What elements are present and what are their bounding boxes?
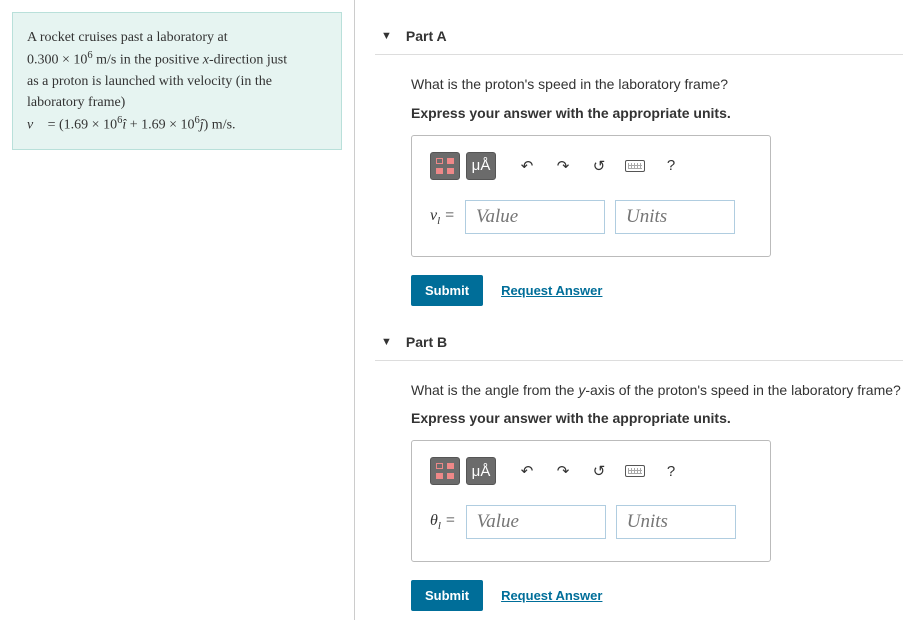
problem-column: A rocket cruises past a laboratory at 0.… — [0, 0, 355, 620]
part-a-title: Part A — [406, 28, 447, 44]
part-a-input-row: vl = — [430, 200, 752, 234]
problem-statement: A rocket cruises past a laboratory at 0.… — [12, 12, 342, 150]
part-a-value-input[interactable] — [465, 200, 605, 234]
part-a-submit-button[interactable]: Submit — [411, 275, 483, 306]
keyboard-icon[interactable] — [620, 457, 650, 485]
help-icon[interactable]: ? — [656, 152, 686, 180]
units-symbol-button[interactable]: μÅ — [466, 152, 496, 180]
part-b-submit-button[interactable]: Submit — [411, 580, 483, 611]
part-a-var-label: vl = — [430, 207, 455, 227]
part-b-units-input[interactable] — [616, 505, 736, 539]
reset-icon[interactable]: ↺ — [584, 152, 614, 180]
keyboard-icon[interactable] — [620, 152, 650, 180]
part-a-units-input[interactable] — [615, 200, 735, 234]
chevron-down-icon: ▼ — [381, 336, 392, 348]
part-b-var-label: θl = — [430, 512, 456, 532]
reset-icon[interactable]: ↺ — [584, 457, 614, 485]
part-b-body: What is the angle from the y-axis of the… — [375, 361, 903, 612]
chevron-down-icon: ▼ — [381, 30, 392, 42]
part-a-prompt: What is the proton's speed in the labora… — [411, 75, 903, 95]
answer-column: ▼ Part A What is the proton's speed in t… — [355, 0, 923, 620]
redo-icon[interactable]: ↷ — [548, 152, 578, 180]
part-a-hint: Express your answer with the appropriate… — [411, 105, 903, 121]
problem-equation: v⃗ = (1.69 × 106î + 1.69 × 106ĵ) m/s. — [27, 113, 327, 136]
problem-line1: A rocket cruises past a laboratory at — [27, 27, 327, 48]
units-symbol-button[interactable]: μÅ — [466, 457, 496, 485]
redo-icon[interactable]: ↷ — [548, 457, 578, 485]
part-b-value-input[interactable] — [466, 505, 606, 539]
help-icon[interactable]: ? — [656, 457, 686, 485]
part-b-hint: Express your answer with the appropriate… — [411, 410, 903, 426]
part-a-toolbar: μÅ ↶ ↷ ↺ ? — [430, 152, 752, 180]
part-b-toolbar: μÅ ↶ ↷ ↺ ? — [430, 457, 752, 485]
part-b-input-row: θl = — [430, 505, 752, 539]
part-b-request-answer-link[interactable]: Request Answer — [501, 588, 602, 603]
template-icon[interactable] — [430, 457, 460, 485]
problem-line3: as a proton is launched with velocity (i… — [27, 71, 327, 92]
part-b-prompt: What is the angle from the y-axis of the… — [411, 381, 903, 401]
part-a-request-answer-link[interactable]: Request Answer — [501, 283, 602, 298]
undo-icon[interactable]: ↶ — [512, 152, 542, 180]
part-b-header[interactable]: ▼ Part B — [375, 316, 903, 361]
part-b-submit-row: Submit Request Answer — [411, 580, 903, 611]
undo-icon[interactable]: ↶ — [512, 457, 542, 485]
part-a-body: What is the proton's speed in the labora… — [375, 55, 903, 306]
part-b-title: Part B — [406, 334, 447, 350]
problem-line4: laboratory frame) — [27, 92, 327, 113]
problem-line2: 0.300 × 106 m/s in the positive x-direct… — [27, 48, 327, 71]
part-a-header[interactable]: ▼ Part A — [375, 10, 903, 55]
template-icon[interactable] — [430, 152, 460, 180]
part-a-submit-row: Submit Request Answer — [411, 275, 903, 306]
part-a-answer-box: μÅ ↶ ↷ ↺ ? vl = — [411, 135, 771, 257]
part-b-answer-box: μÅ ↶ ↷ ↺ ? θl = — [411, 440, 771, 562]
